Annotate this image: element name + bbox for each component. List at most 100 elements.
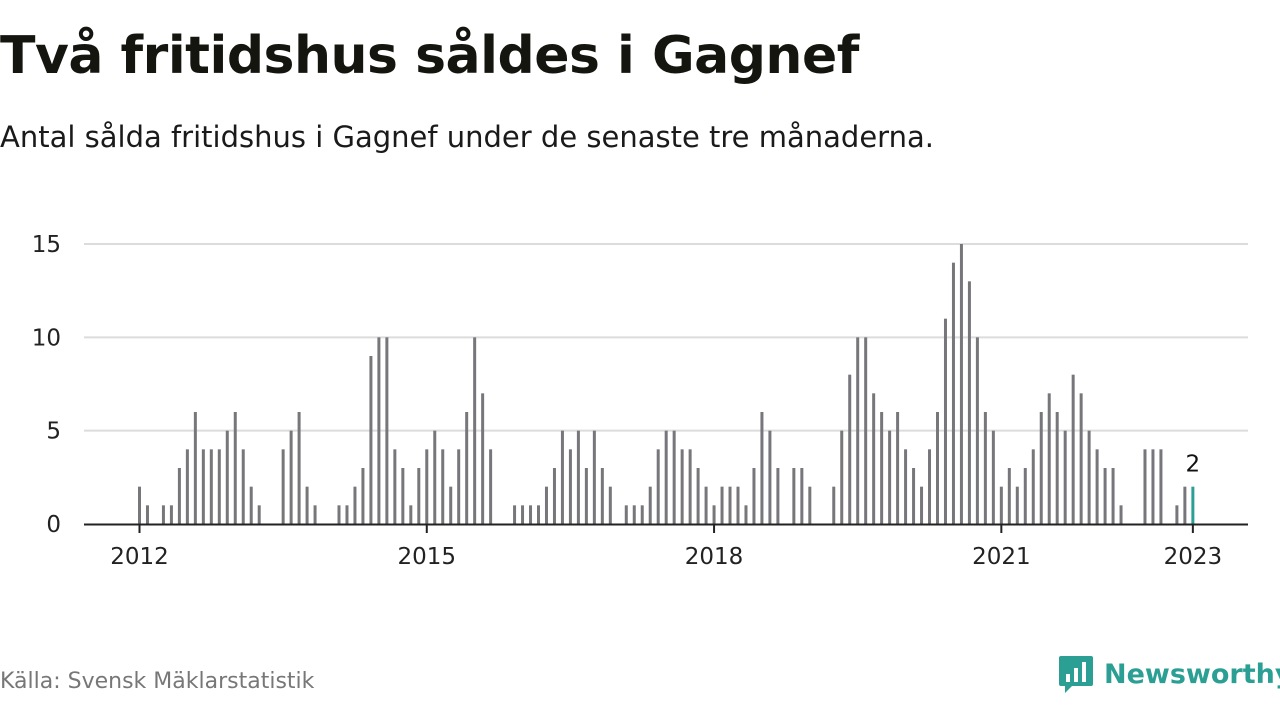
bar	[544, 486, 548, 524]
bar	[904, 449, 908, 524]
bar	[800, 468, 804, 524]
bar	[704, 486, 708, 524]
bar	[768, 430, 772, 524]
bar	[736, 486, 740, 524]
bar	[537, 505, 540, 524]
bar	[728, 486, 732, 524]
bar	[241, 449, 245, 524]
bar	[744, 505, 748, 524]
x-tick-label: 2012	[110, 544, 169, 570]
bar	[225, 430, 229, 524]
source-note: Källa: Svensk Mäklarstatistik	[0, 669, 315, 694]
bar	[289, 430, 293, 524]
bar-highlight	[1191, 486, 1195, 524]
bar	[489, 449, 493, 524]
bar	[896, 412, 900, 524]
y-axis-labels: 0 5 10 15	[32, 232, 61, 538]
bar	[449, 486, 453, 524]
bar	[1095, 449, 1099, 524]
bar	[848, 374, 852, 524]
bar	[792, 468, 796, 524]
bar	[345, 505, 349, 524]
bar	[576, 430, 580, 524]
bar	[409, 505, 413, 524]
bar	[584, 468, 588, 524]
x-tick-label: 2021	[972, 544, 1031, 570]
bar	[161, 505, 165, 524]
bar	[943, 318, 947, 524]
bar	[481, 393, 485, 524]
bar	[632, 505, 636, 524]
bar	[1159, 449, 1163, 524]
x-axis-ticks: 2012 2015 2018 2021 2023	[110, 524, 1222, 570]
bar	[624, 505, 628, 524]
bar	[138, 486, 141, 524]
bar	[712, 505, 716, 524]
bar	[1079, 393, 1083, 524]
bar	[656, 449, 660, 524]
bar	[369, 356, 373, 524]
annotations: 2	[1186, 452, 1201, 478]
bar	[361, 468, 365, 524]
bar	[888, 430, 892, 524]
bars	[138, 244, 1195, 524]
bar	[912, 468, 916, 524]
bar	[840, 430, 844, 524]
bar	[209, 449, 213, 524]
bar	[233, 412, 237, 524]
y-tick-label: 5	[46, 419, 61, 445]
bar	[513, 505, 517, 524]
bar	[664, 430, 668, 524]
bar	[249, 486, 253, 524]
x-tick-label: 2018	[685, 544, 744, 570]
bar	[560, 430, 564, 524]
bar	[1015, 486, 1019, 524]
highlight-value-label: 2	[1186, 452, 1201, 478]
bar	[145, 505, 149, 524]
bar	[337, 505, 341, 524]
bar	[864, 337, 868, 524]
bar	[752, 468, 756, 524]
chart-title: Två fritidshus såldes i Gagnef	[0, 26, 859, 86]
bar	[521, 505, 525, 524]
bar	[872, 393, 876, 524]
bar	[185, 449, 189, 524]
bar	[169, 505, 173, 524]
bar	[991, 430, 995, 524]
bar	[936, 412, 939, 524]
bar	[457, 449, 461, 524]
bar	[417, 468, 421, 524]
bar	[832, 486, 836, 524]
bar	[385, 337, 389, 524]
bar	[401, 468, 405, 524]
bar	[257, 505, 261, 524]
bar	[680, 449, 684, 524]
bar	[720, 486, 724, 524]
bar	[552, 468, 556, 524]
bar	[920, 486, 924, 524]
bar	[600, 468, 604, 524]
bar	[568, 449, 572, 524]
bar	[983, 412, 987, 524]
bar-chart: 0 5 10 15 2012 2015 2018 2021 2023 2	[32, 232, 1248, 570]
y-tick-label: 15	[32, 232, 61, 258]
bar	[1007, 468, 1011, 524]
bar	[608, 486, 612, 524]
bar	[425, 449, 429, 524]
y-tick-label: 0	[46, 512, 61, 538]
brand-logo: Newsworthy	[1058, 652, 1280, 696]
bar	[975, 337, 979, 524]
bar	[1143, 449, 1147, 524]
bar	[393, 449, 397, 524]
bar	[217, 449, 221, 524]
bar	[305, 486, 309, 524]
bar	[193, 412, 197, 524]
x-tick-label: 2015	[398, 544, 457, 570]
bar	[640, 505, 644, 524]
bar	[433, 430, 437, 524]
bar	[648, 486, 652, 524]
bar	[1055, 412, 1059, 524]
bar	[592, 430, 596, 524]
bar	[880, 412, 884, 524]
bar	[1039, 412, 1043, 524]
